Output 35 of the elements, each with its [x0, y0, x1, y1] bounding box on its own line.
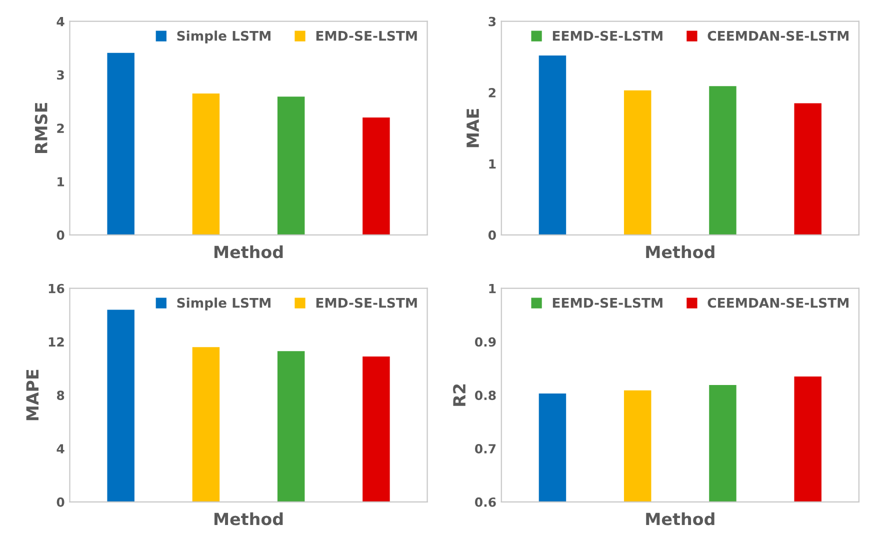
y-tick-label: 3 [488, 16, 496, 26]
y-tick-label: 0.7 [474, 444, 496, 454]
x-axis-title: Method [646, 245, 714, 258]
y-axis-title: MAPE [26, 370, 38, 420]
x-axis-title: Method [214, 245, 283, 258]
y-tick-label: 1 [58, 177, 64, 186]
y-tick-label: 2 [488, 88, 496, 98]
legend-label: Simple LSTM [177, 30, 270, 44]
y-tick-label: 1 [489, 159, 496, 169]
legend-label: CEEMDAN-SE-LSTM [708, 30, 848, 41]
legend-label: Simple LSTM [177, 298, 270, 310]
y-tick-label: 0 [488, 230, 496, 240]
y-tick-label: 4 [56, 16, 64, 26]
y-axis-title: RMSE [34, 102, 48, 154]
y-tick-label: 16 [48, 284, 64, 294]
y-tick-label: 12 [48, 337, 64, 347]
legend-label: CEEMDAN-SE-LSTM [708, 298, 848, 308]
legend-label: EMD-SE-LSTM [316, 298, 417, 308]
legend-label: EMD-SE-LSTM [316, 30, 417, 41]
legend-label: EEMD-SE-LSTM [552, 298, 662, 308]
y-tick-label: 0 [56, 230, 64, 240]
y-axis-title: R2 [453, 384, 466, 406]
y-axis-title: MAE [466, 108, 479, 148]
y-tick-label: 1 [489, 284, 496, 294]
y-tick-label: 0.9 [474, 337, 496, 347]
y-tick-label: 0 [56, 497, 64, 507]
y-tick-label: 0.6 [474, 497, 496, 507]
y-tick-label: 0.8 [474, 390, 496, 400]
y-tick-label: 8 [56, 390, 64, 400]
y-tick-label: 2 [57, 124, 64, 133]
y-tick-label: 4 [56, 444, 64, 454]
x-axis-title: Method [646, 512, 714, 526]
y-tick-label: 3 [57, 70, 64, 80]
x-axis-title: Method [214, 512, 283, 526]
legend-label: EEMD-SE-LSTM [552, 30, 662, 41]
